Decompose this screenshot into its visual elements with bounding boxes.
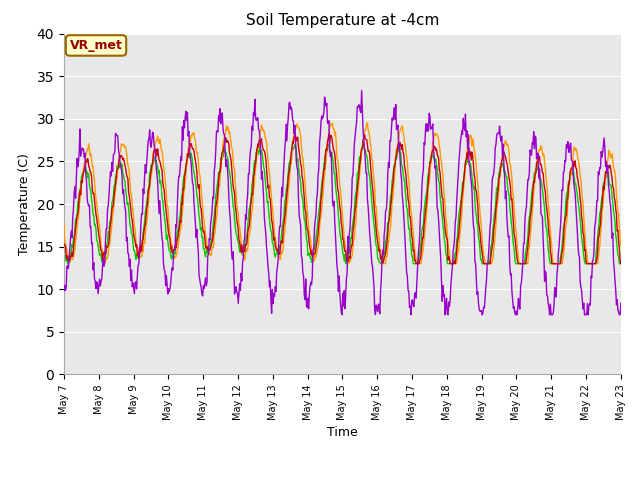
X-axis label: Time: Time — [327, 426, 358, 439]
Text: VR_met: VR_met — [70, 39, 122, 52]
Y-axis label: Temperature (C): Temperature (C) — [18, 153, 31, 255]
Title: Soil Temperature at -4cm: Soil Temperature at -4cm — [246, 13, 439, 28]
